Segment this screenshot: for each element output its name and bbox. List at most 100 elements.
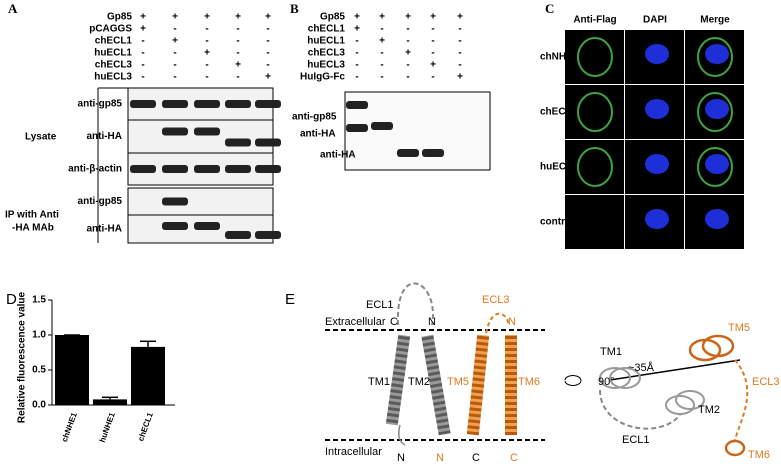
group-label: IP with Anti — [5, 210, 59, 221]
sign: - — [266, 60, 269, 71]
column-label: Merge — [700, 15, 730, 26]
x-tick-label: chNHE1 — [60, 411, 79, 443]
sign: - — [355, 36, 358, 47]
diagram-label: TM6 — [518, 376, 540, 388]
sign: - — [205, 60, 208, 71]
nucleus — [645, 99, 669, 119]
panel-label: C — [545, 1, 554, 16]
diagram-label: TM6 — [748, 449, 770, 461]
sign: - — [173, 24, 176, 35]
membrane-stain — [577, 37, 613, 77]
diagram-label: C — [472, 452, 480, 464]
nucleus — [705, 154, 729, 174]
blot-label: anti-HA — [86, 131, 122, 142]
band — [194, 100, 220, 108]
sign: + — [265, 72, 271, 83]
band — [130, 165, 156, 173]
band — [255, 231, 281, 239]
band — [346, 124, 368, 132]
group-label: Lysate — [25, 132, 57, 143]
y-tick-label: 0.5 — [32, 365, 46, 376]
diagram-label: ECL3 — [752, 376, 780, 388]
sign: + — [265, 12, 271, 23]
row-label: chECL1 — [95, 36, 133, 47]
blot-label: anti-β-actin — [68, 164, 122, 175]
sign: - — [141, 36, 144, 47]
band — [162, 197, 188, 206]
sign: - — [406, 72, 409, 83]
row-label: control — [540, 217, 574, 228]
x-tick-label: huNHE1 — [98, 411, 117, 444]
bar — [55, 335, 89, 405]
diagram-label: C — [510, 452, 518, 464]
band — [225, 138, 251, 147]
sign: - — [380, 48, 383, 59]
row-label: huECL1 — [94, 48, 132, 59]
membrane-diagram — [325, 282, 749, 457]
row-label: HuIgG-Fc — [300, 72, 345, 83]
nucleus — [645, 209, 669, 229]
sign: - — [458, 60, 461, 71]
column-label: DAPI — [643, 15, 667, 26]
blot-label: anti-gp85 — [78, 196, 123, 207]
y-tick-label: 0.0 — [32, 400, 46, 411]
sign: - — [406, 60, 409, 71]
diagram-label: 90° — [598, 376, 615, 388]
sign: - — [406, 24, 409, 35]
sign: - — [380, 72, 383, 83]
bar — [131, 346, 165, 405]
row-label: huECL1 — [307, 36, 345, 47]
nucleus — [705, 209, 729, 229]
blot-label: anti-HA — [320, 150, 356, 161]
sign: - — [141, 48, 144, 59]
sign: - — [236, 24, 239, 35]
nucleus — [645, 44, 669, 64]
diagram-label: TM5 — [728, 322, 750, 334]
panel-label: A — [8, 1, 18, 16]
sign: - — [141, 72, 144, 83]
sign: - — [236, 48, 239, 59]
sign: + — [354, 24, 360, 35]
band — [162, 127, 188, 136]
row-label: chECL3 — [308, 48, 346, 59]
sign: - — [355, 48, 358, 59]
sign: + — [405, 48, 411, 59]
bar — [93, 399, 127, 405]
sign: - — [380, 24, 383, 35]
row-label: chNHE1 — [540, 52, 579, 63]
membrane-stain — [697, 147, 733, 187]
sign: - — [431, 36, 434, 47]
diagram-label: N — [428, 316, 436, 328]
band — [422, 149, 444, 157]
sign: - — [458, 24, 461, 35]
row-label: pCAGGS — [89, 24, 132, 35]
sign: - — [266, 36, 269, 47]
panel-label: E — [285, 291, 295, 308]
sign: + — [457, 12, 463, 23]
membrane-stain — [577, 92, 613, 132]
blot-label: anti-HA — [86, 224, 122, 235]
diagram-label: ECL3 — [482, 294, 510, 306]
column-label: Anti-Flag — [573, 15, 616, 26]
group-label: -HA MAb — [12, 223, 54, 234]
sign: - — [173, 72, 176, 83]
blot-label: anti-gp85 — [292, 112, 337, 123]
sign: + — [235, 12, 241, 23]
sign: + — [172, 12, 178, 23]
row-label: Gp85 — [107, 12, 132, 23]
band — [194, 127, 220, 136]
blot — [344, 91, 491, 171]
sign: - — [205, 24, 208, 35]
row-label: chECL3 — [95, 60, 133, 71]
sign: + — [457, 72, 463, 83]
sign: - — [431, 72, 434, 83]
sign: + — [140, 24, 146, 35]
band — [255, 138, 281, 147]
membrane-stain — [577, 147, 613, 187]
x-tick-label: chECL1 — [136, 411, 155, 443]
sign: + — [235, 60, 241, 71]
sign: - — [205, 72, 208, 83]
blot — [127, 119, 274, 154]
band — [130, 100, 156, 108]
